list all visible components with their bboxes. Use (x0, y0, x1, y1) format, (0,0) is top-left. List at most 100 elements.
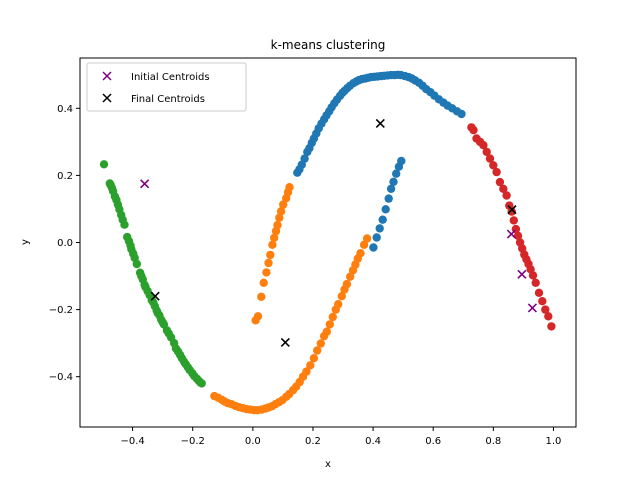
data-point (342, 279, 352, 289)
series-2 (293, 70, 466, 252)
data-point (375, 224, 384, 233)
data-point (99, 160, 109, 169)
data-point (262, 268, 271, 277)
final-centroid-marker (150, 291, 160, 301)
data-point (325, 320, 334, 329)
data-point (279, 200, 288, 209)
final-centroid-marker (375, 118, 385, 128)
initial-centroid-marker (506, 229, 516, 239)
x-tick-label: 0.4 (365, 436, 381, 447)
data-point (378, 215, 387, 224)
data-point (499, 184, 508, 193)
data-point (259, 278, 268, 287)
chart-title: k-means clustering (271, 38, 386, 52)
legend: Initial Centroids Final Centroids (86, 62, 247, 112)
legend-marker-initial (102, 71, 112, 81)
data-point (457, 109, 466, 119)
data-point (253, 312, 263, 321)
data-point (322, 327, 331, 336)
series-3 (467, 123, 556, 331)
data-point (313, 346, 322, 355)
series-layer (99, 70, 556, 415)
data-point (362, 234, 372, 243)
data-point (485, 154, 495, 163)
data-point (120, 220, 129, 229)
data-point (492, 167, 501, 177)
x-tick-label: 0.6 (425, 436, 441, 447)
legend-box (86, 62, 247, 112)
data-point (392, 169, 401, 178)
initial-centroid-marker (517, 269, 527, 279)
final-centroid-marker (507, 205, 517, 215)
data-point (337, 292, 346, 301)
data-point (285, 183, 294, 192)
data-point (334, 300, 343, 309)
data-point (547, 322, 556, 331)
x-tick-label: −0.2 (181, 436, 205, 447)
series-1 (210, 183, 372, 415)
y-axis-label: y (20, 239, 31, 245)
data-point (507, 207, 516, 216)
data-point (359, 240, 369, 249)
data-point (544, 312, 553, 321)
x-tick-label: 0.2 (305, 436, 321, 447)
data-point (309, 354, 319, 363)
data-point (306, 361, 315, 370)
data-point (389, 177, 398, 186)
data-point (266, 250, 275, 260)
data-point (534, 288, 544, 297)
data-point (300, 154, 309, 163)
x-tick-label: 1.0 (546, 436, 562, 447)
final-centroid-marker (280, 337, 290, 348)
data-point (528, 271, 538, 280)
data-point (270, 233, 279, 242)
data-point (302, 367, 311, 376)
data-point (257, 292, 266, 301)
data-point (502, 191, 511, 200)
x-axis-ticks: −0.4 −0.2 0.0 0.2 0.4 0.6 0.8 1.0 (120, 427, 561, 447)
x-tick-label: 0.0 (245, 436, 261, 447)
y-tick-label: −0.2 (49, 305, 73, 316)
data-point (397, 156, 406, 166)
data-point (513, 231, 523, 240)
data-point (381, 205, 390, 214)
initial-centroid-marker (527, 303, 537, 313)
initial-centroid-marker (140, 179, 150, 189)
y-tick-label: 0.4 (57, 104, 73, 115)
data-point (268, 240, 277, 249)
data-point (275, 213, 284, 222)
data-point (264, 258, 273, 268)
centroid-layer (140, 118, 537, 348)
series-0 (99, 160, 206, 388)
y-tick-label: 0.2 (57, 171, 73, 182)
data-point (276, 207, 286, 216)
y-tick-label: −0.4 (49, 372, 73, 383)
data-point (495, 177, 505, 187)
data-point (509, 216, 518, 225)
data-point (328, 312, 337, 322)
data-point (531, 278, 540, 287)
y-tick-label: 0.0 (57, 238, 73, 249)
legend-marker-final (102, 93, 112, 103)
data-point (346, 272, 355, 281)
x-tick-label: −0.4 (120, 436, 144, 447)
data-point (479, 141, 488, 150)
data-point (316, 339, 325, 348)
data-point (369, 243, 378, 252)
legend-label-initial: Initial Centroids (131, 72, 210, 83)
data-point (356, 249, 365, 258)
data-point (384, 194, 393, 203)
data-point (372, 233, 381, 242)
data-point (469, 125, 478, 135)
legend-label-final: Final Centroids (131, 94, 205, 105)
data-point (132, 259, 141, 269)
data-point (482, 147, 491, 157)
data-point (386, 184, 396, 193)
y-axis-ticks: −0.4 −0.2 0.0 0.2 0.4 (49, 104, 80, 383)
x-axis-label: x (325, 459, 331, 470)
data-point (489, 161, 498, 170)
data-point (541, 305, 550, 314)
x-tick-label: 0.8 (485, 436, 501, 447)
data-point (538, 297, 547, 306)
